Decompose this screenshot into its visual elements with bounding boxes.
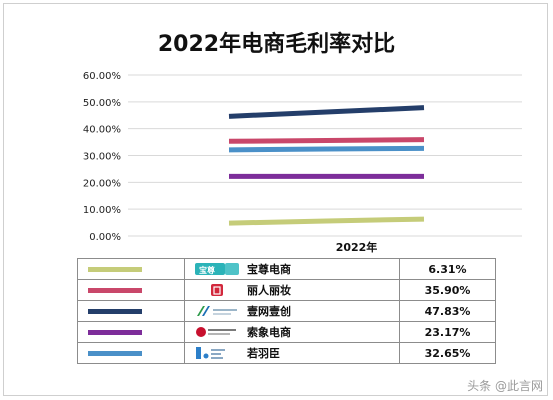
series-line-1	[228, 137, 425, 144]
x-tick-label: 2022年	[336, 240, 378, 254]
series-line-0	[228, 216, 425, 226]
legend-row-yiwang: 壹网壹创 47.83%	[77, 300, 496, 322]
ruoyuchen-logo-icon	[195, 346, 239, 360]
legend-value-liren: 35.90%	[399, 279, 496, 301]
series-line-2	[228, 105, 425, 119]
legend-value-baozun: 6.31%	[399, 258, 496, 280]
y-tick-label: 30.00%	[83, 152, 121, 163]
legend-label-yiwang: 壹网壹创	[247, 305, 291, 318]
y-tick-label: 10.00%	[83, 205, 121, 216]
chart-title: 2022年电商毛利率对比	[157, 32, 396, 57]
legend-label-liren: 丽人丽妆	[247, 284, 291, 297]
y-tick-label: 40.00%	[83, 125, 121, 136]
watermark: 头条 @此言网	[467, 379, 543, 393]
baozun-logo-icon: 宝尊	[195, 262, 239, 276]
legend-swatch-liren	[88, 287, 142, 293]
y-tick-label: 20.00%	[83, 178, 121, 189]
y-tick-label: 0.00%	[89, 232, 121, 243]
series-line-4	[228, 145, 425, 153]
suoxiang-logo-icon	[195, 325, 239, 339]
legend-label-baozun: 宝尊电商	[247, 263, 291, 276]
legend-row-suoxiang: 索象电商 23.17%	[77, 321, 496, 343]
legend-table: 宝尊 宝尊电商 6.31% 丽人丽妆 35.90% 壹网壹创	[77, 258, 496, 364]
svg-text:宝尊: 宝尊	[199, 265, 215, 275]
legend-swatch-yiwang	[88, 308, 142, 314]
yiwang-logo-icon	[195, 304, 239, 318]
legend-swatch-baozun	[88, 266, 142, 272]
legend-value-ruoyuchen: 32.65%	[399, 342, 496, 364]
legend-label-ruoyuchen: 若羽臣	[247, 347, 280, 360]
legend-row-baozun: 宝尊 宝尊电商 6.31%	[77, 258, 496, 280]
legend-swatch-ruoyuchen	[88, 350, 142, 356]
legend-value-suoxiang: 23.17%	[399, 321, 496, 343]
legend-value-yiwang: 47.83%	[399, 300, 496, 322]
legend-row-liren: 丽人丽妆 35.90%	[77, 279, 496, 301]
y-tick-label: 50.00%	[83, 98, 121, 109]
legend-swatch-suoxiang	[88, 329, 142, 335]
legend-row-ruoyuchen: 若羽臣 32.65%	[77, 342, 496, 364]
liren-logo-icon	[195, 283, 239, 297]
legend-label-suoxiang: 索象电商	[247, 326, 291, 339]
y-tick-label: 60.00%	[83, 71, 121, 82]
